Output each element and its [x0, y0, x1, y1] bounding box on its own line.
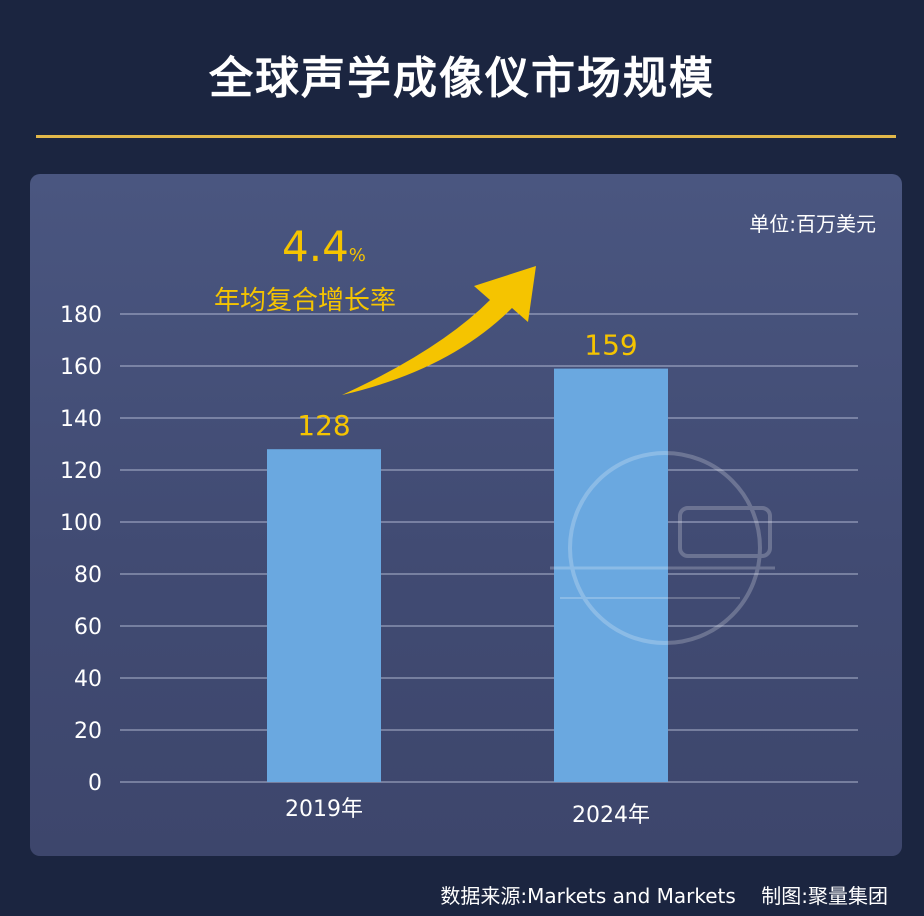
cagr-number: 4.4 [282, 222, 349, 271]
source-text: 数据来源:Markets and Markets [440, 884, 736, 908]
bar-value-label: 159 [584, 329, 637, 362]
watermark-logo [550, 451, 775, 645]
growth-arrow-icon [342, 266, 536, 395]
y-tick-label: 120 [60, 459, 102, 484]
cagr-value: 4.4% [282, 222, 366, 271]
y-tick-label: 20 [74, 719, 102, 744]
x-axis-ticks: 2019年 2024年 [285, 797, 650, 828]
bars: 128 159 [267, 329, 668, 782]
y-axis-ticks: 0 20 40 60 80 100 120 140 160 180 [60, 303, 102, 796]
footer: 数据来源:Markets and Markets 制图:聚量集团 [440, 880, 888, 909]
chart-panel [30, 174, 902, 856]
cagr-label: 年均复合增长率 [214, 286, 397, 316]
y-tick-label: 40 [74, 667, 102, 692]
y-tick-label: 100 [60, 511, 102, 536]
y-tick-label: 80 [74, 563, 102, 588]
credit-text: 制图:聚量集团 [761, 884, 888, 908]
page-title: 全球声学成像仪市场规模 [209, 53, 715, 104]
unit-label: 单位:百万美元 [749, 212, 876, 236]
title-divider [36, 135, 896, 138]
y-tick-label: 0 [88, 771, 102, 796]
gridlines [120, 313, 858, 783]
bar [554, 368, 668, 782]
bar [267, 449, 381, 782]
bar-value-label: 128 [297, 409, 350, 442]
y-tick-label: 160 [60, 355, 102, 380]
x-tick-label: 2024年 [572, 803, 650, 828]
cagr-percent-sign: % [348, 245, 366, 266]
y-tick-label: 60 [74, 615, 102, 640]
y-tick-label: 140 [60, 407, 102, 432]
y-tick-label: 180 [60, 303, 102, 328]
x-tick-label: 2019年 [285, 797, 363, 822]
